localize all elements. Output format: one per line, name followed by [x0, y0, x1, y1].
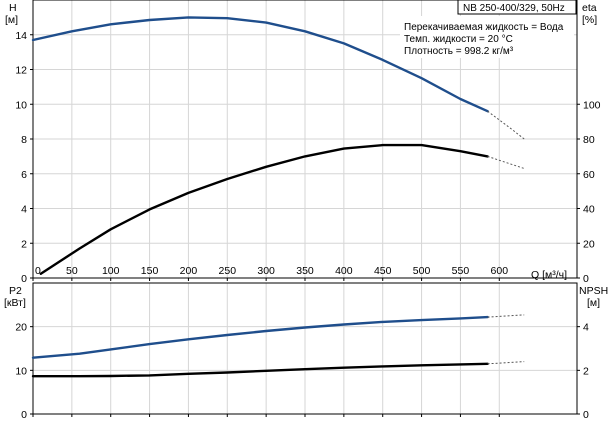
- left-tick-label: 12: [15, 65, 27, 77]
- curve-extension-0-1: [487, 155, 525, 169]
- curve-1-1: [31, 362, 489, 378]
- right-tick-label: 60: [583, 169, 595, 181]
- left-tick-label: 4: [21, 204, 27, 216]
- left-tick-label: 6: [21, 169, 27, 181]
- top-axis-ticks: 0 50 100 150 200 250 300 350 400 450 500 550 6000246…: [15, 30, 600, 285]
- curves: [31, 16, 525, 378]
- bottom-axis-ticks: 0 10 20 0 2 4: [15, 322, 589, 421]
- x-tick-label: 50: [66, 265, 78, 277]
- x-tick-label: 100: [102, 265, 120, 277]
- left-axis-label-bottom: P2: [9, 285, 22, 297]
- curve-0-1: [39, 143, 489, 275]
- left-axis-unit-bottom: [кВт]: [4, 297, 26, 309]
- info-box: [400, 16, 574, 58]
- x-tick-label: 450: [374, 265, 392, 277]
- left-tick-label: 14: [15, 30, 27, 42]
- x-tick-label: 250: [219, 265, 237, 277]
- curve-extension-1-1: [487, 361, 525, 365]
- right-tick-label: 40: [583, 204, 595, 216]
- left-axis-label-top: H: [9, 2, 17, 14]
- x-axis-label: Q [м³/ч]: [531, 269, 567, 281]
- x-tick-label: 550: [452, 265, 470, 277]
- left-axis-unit-top: [м]: [5, 14, 18, 26]
- x-tick-label: 400: [335, 265, 353, 277]
- right-tick-label: 4: [583, 322, 589, 334]
- x-tick-label: 0: [35, 265, 41, 277]
- left-tick-label: 0: [21, 273, 27, 285]
- curve-extension-1-0: [487, 314, 525, 318]
- curve-extension-0-0: [487, 110, 525, 140]
- right-tick-label: 100: [583, 99, 601, 111]
- left-tick-label: 0: [21, 409, 27, 421]
- curve-1-0: [31, 315, 489, 359]
- chart-title: NB 250-400/329, 50Hz: [463, 3, 565, 14]
- left-tick-label: 10: [15, 365, 27, 377]
- info-liquid: Перекачиваемая жидкость = Вода: [404, 22, 564, 33]
- left-tick-label: 20: [15, 322, 27, 334]
- right-tick-label: 0: [583, 409, 589, 421]
- x-tick-label: 500: [413, 265, 431, 277]
- right-tick-label: 2: [583, 365, 589, 377]
- left-tick-label: 2: [21, 238, 27, 250]
- x-tick-label: 600: [491, 265, 509, 277]
- right-tick-label: 80: [583, 134, 595, 146]
- left-tick-label: 8: [21, 134, 27, 146]
- right-axis-unit-bottom: [м]: [587, 297, 600, 309]
- right-axis-unit-top: [%]: [582, 14, 597, 26]
- right-axis-label-top: eta: [582, 2, 597, 14]
- right-tick-label: 0: [583, 273, 589, 285]
- x-tick-label: 150: [141, 265, 159, 277]
- right-tick-label: 20: [583, 238, 595, 250]
- right-axis-label-bottom: NPSH: [579, 285, 608, 297]
- x-tick-label: 300: [257, 265, 275, 277]
- info-density: Плотность = 998.2 кг/м³: [404, 46, 514, 57]
- x-tick-label: 200: [180, 265, 198, 277]
- curve-0-0: [31, 16, 489, 113]
- chart-title-box: [457, 0, 577, 15]
- x-tick-label: 350: [296, 265, 314, 277]
- left-tick-label: 10: [15, 99, 27, 111]
- info-temperature: Темп. жидкости = 20 °C: [404, 34, 513, 45]
